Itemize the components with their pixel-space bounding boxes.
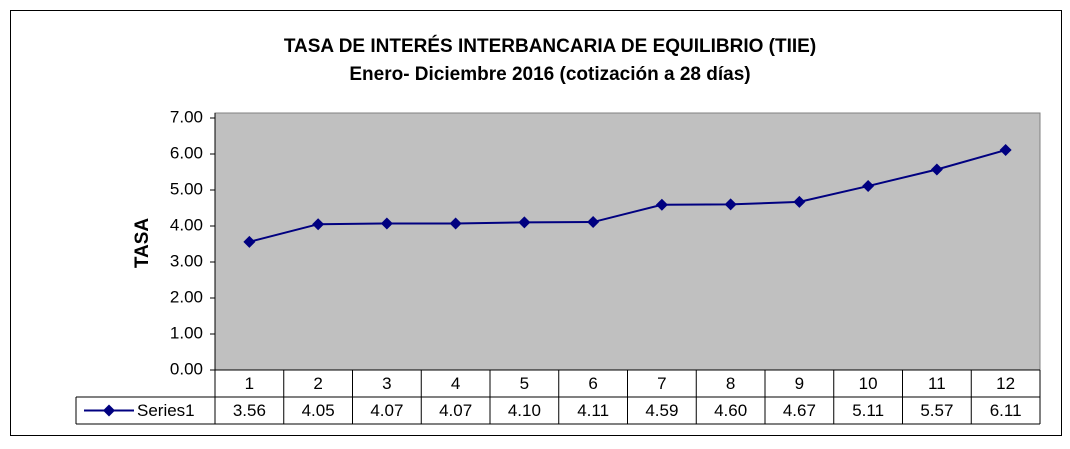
marker	[380, 217, 393, 230]
plot-area	[214, 112, 1041, 371]
marker	[449, 217, 462, 230]
marker	[243, 235, 256, 248]
marker	[655, 198, 668, 211]
data-table-value: 4.07	[370, 401, 403, 420]
x-tick-label: 3	[382, 374, 391, 393]
data-table-value: 3.56	[233, 401, 266, 420]
chart-subtitle: Enero- Diciembre 2016 (cotización a 28 d…	[349, 64, 750, 85]
x-tick-label: 9	[795, 374, 804, 393]
data-table-value: 5.57	[920, 401, 953, 420]
y-tick-label: 3.00	[170, 251, 203, 270]
x-tick-label: 6	[588, 374, 597, 393]
y-tick-label: 5.00	[170, 179, 203, 198]
data-table-value: 4.59	[645, 401, 678, 420]
legend-label: Series1	[137, 401, 195, 420]
y-tick-label: 1.00	[170, 323, 203, 342]
marker	[930, 163, 943, 176]
y-tick-label: 2.00	[170, 287, 203, 306]
marker	[312, 218, 325, 231]
data-table-value: 4.67	[783, 401, 816, 420]
x-tick-label: 2	[313, 374, 322, 393]
data-table-value: 4.05	[302, 401, 335, 420]
marker	[518, 216, 531, 229]
x-tick-label: 1	[245, 374, 254, 393]
data-table-value: 4.07	[439, 401, 472, 420]
y-tick-label: 6.00	[170, 143, 203, 162]
data-table-value: 4.60	[714, 401, 747, 420]
x-tick-label: 10	[859, 374, 878, 393]
data-table-value: 4.10	[508, 401, 541, 420]
chart-title: TASA DE INTERÉS INTERBANCARIA DE EQUILIB…	[284, 35, 816, 57]
y-tick-label: 0.00	[170, 359, 203, 378]
y-tick-label: 7.00	[170, 107, 203, 126]
y-tick-label: 4.00	[170, 215, 203, 234]
marker	[587, 216, 600, 229]
x-tick-label: 4	[451, 374, 460, 393]
marker	[999, 144, 1012, 157]
x-tick-label: 8	[726, 374, 735, 393]
x-tick-label: 7	[657, 374, 666, 393]
legend-marker	[103, 404, 115, 417]
x-tick-label: 12	[996, 374, 1015, 393]
marker	[793, 195, 806, 208]
y-axis-label: TASA	[132, 218, 153, 269]
marker	[724, 198, 737, 211]
data-table-value: 6.11	[990, 401, 1022, 420]
series-line	[249, 149, 1006, 243]
data-table-value: 4.11	[577, 401, 609, 420]
data-table-value: 5.11	[852, 401, 884, 420]
x-tick-label: 5	[520, 374, 529, 393]
marker	[862, 180, 875, 193]
x-tick-label: 11	[928, 374, 946, 393]
